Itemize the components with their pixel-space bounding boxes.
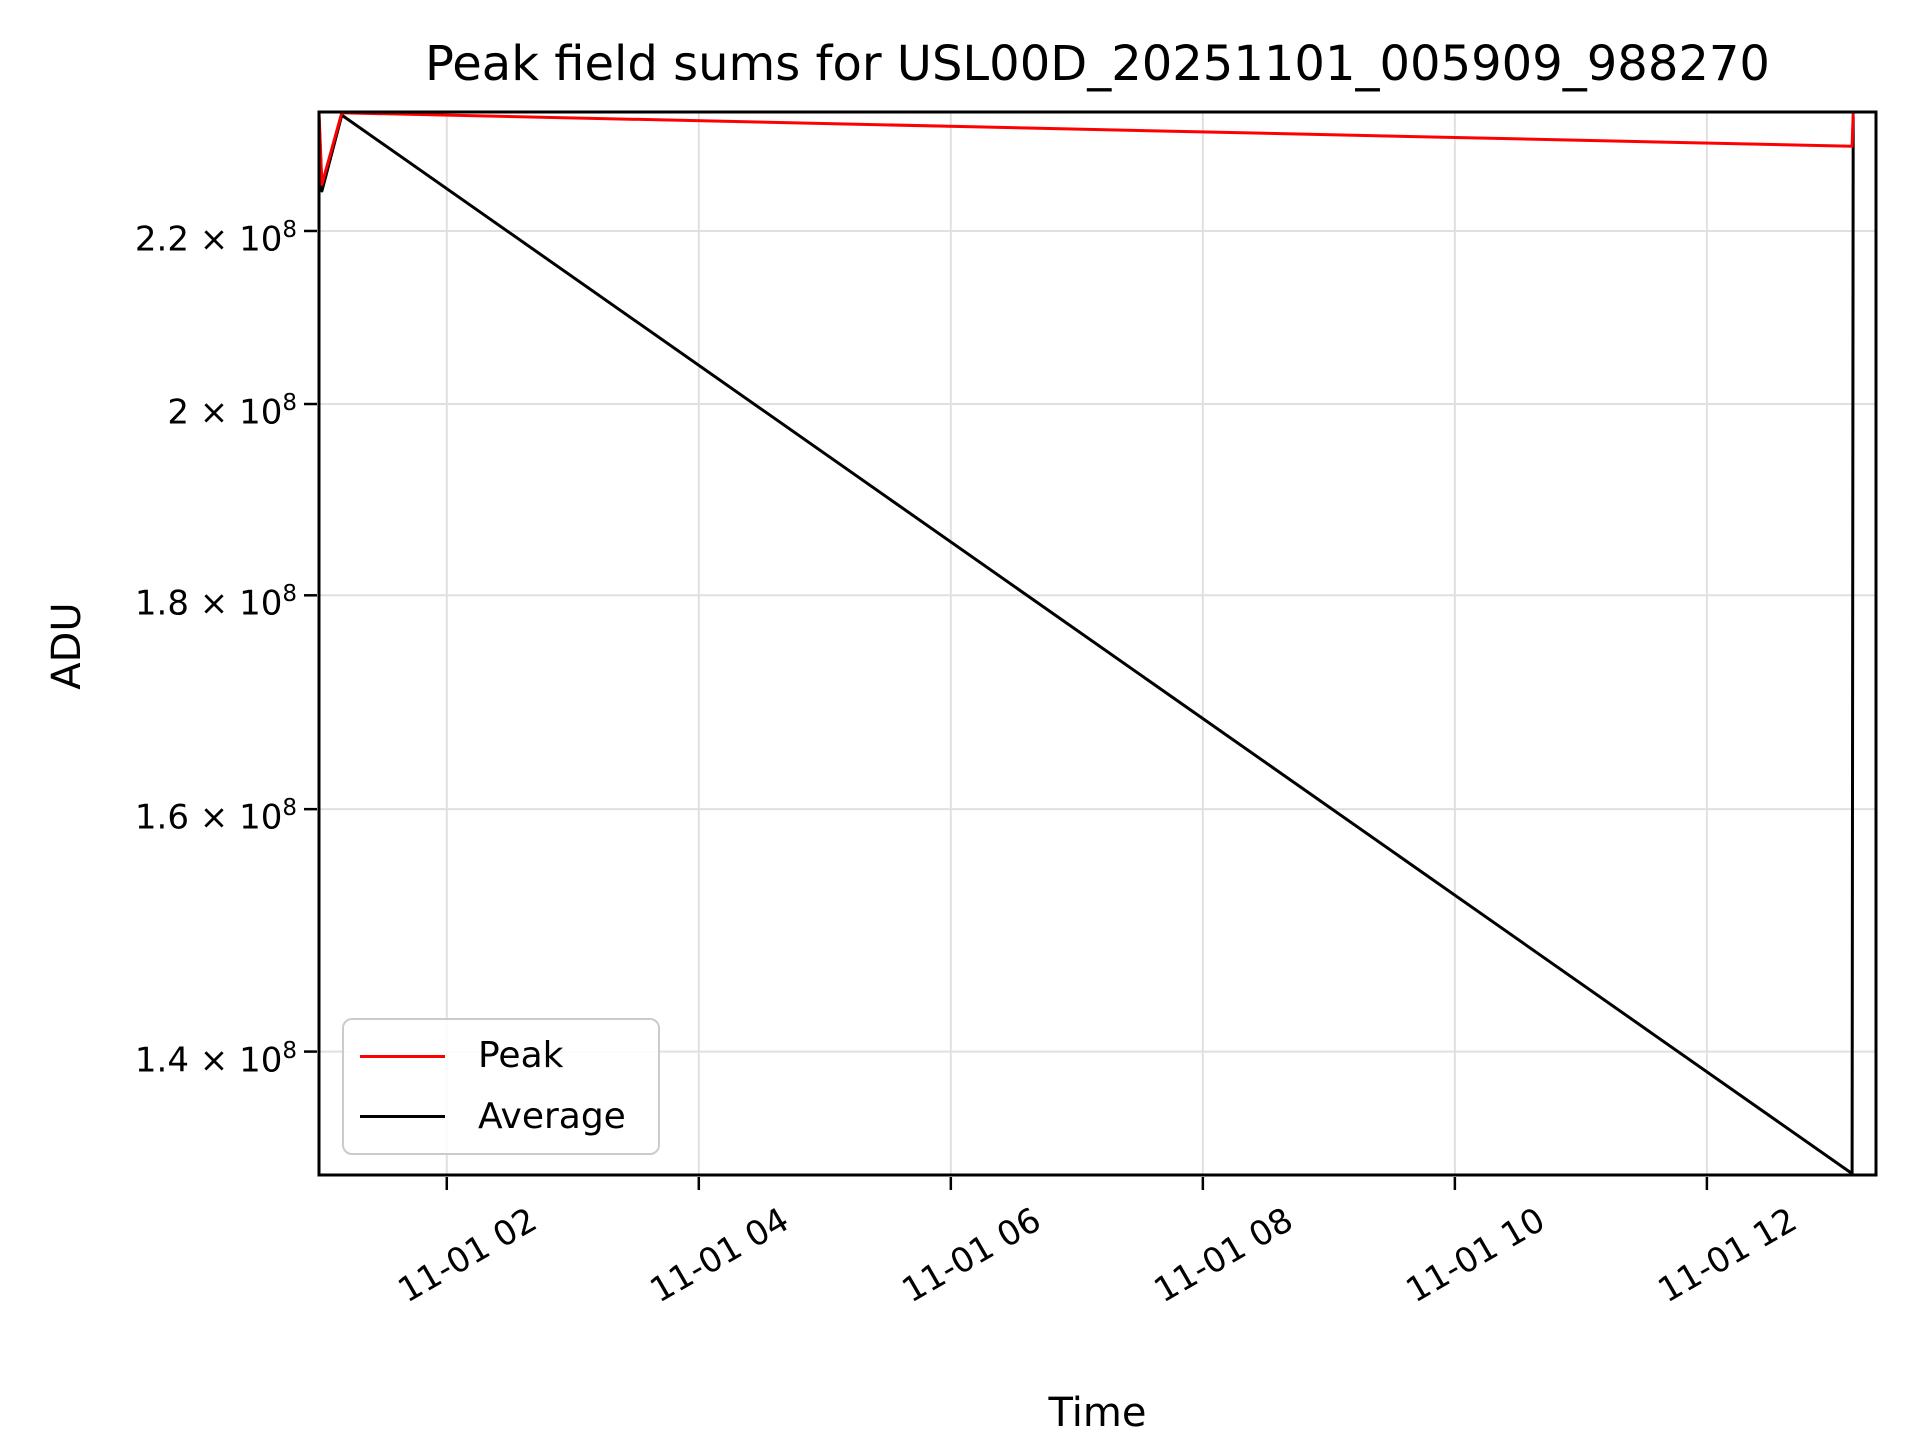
legend-item-peak: Peak <box>344 1038 658 1074</box>
y-tick-label: 1.6 × 108 <box>134 795 297 838</box>
series-line-average <box>317 113 1855 1176</box>
y-tick-label: 2.2 × 108 <box>134 216 297 260</box>
y-tick-label: 2 × 108 <box>167 390 297 433</box>
chart-title: Peak field sums for USL00D_20251101_0059… <box>425 36 1770 92</box>
legend-line-sample <box>360 1115 445 1119</box>
legend: Peak Average <box>342 1018 660 1155</box>
legend-line-sample <box>360 1054 445 1058</box>
series-lines <box>317 111 1855 1176</box>
legend-item-average: Average <box>344 1095 658 1137</box>
x-axis-label: Time <box>1048 1390 1147 1436</box>
y-tick-label: 1.8 × 108 <box>134 581 297 624</box>
legend-items: Peak Average <box>344 1026 658 1147</box>
tick-marks <box>304 229 1709 1190</box>
series-line-peak <box>317 111 1855 186</box>
plot-spines <box>317 110 1878 1177</box>
legend-label: Peak <box>478 1035 564 1077</box>
y-tick-label: 1.4 × 108 <box>134 1037 297 1080</box>
legend-label: Average <box>478 1095 626 1137</box>
